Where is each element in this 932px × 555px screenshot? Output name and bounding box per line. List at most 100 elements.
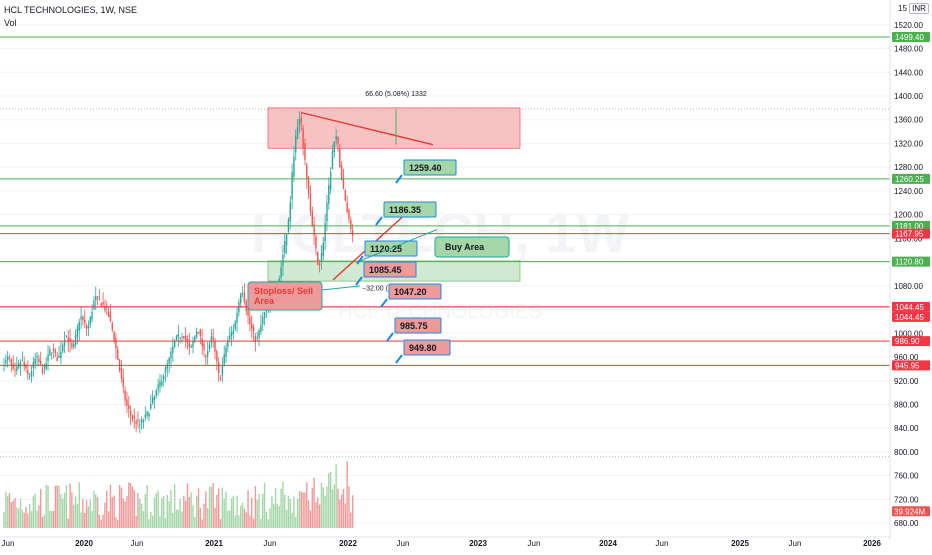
volume-bar (322, 487, 324, 528)
callout-box (403, 159, 457, 176)
candle-body (166, 363, 169, 369)
candle-body (164, 367, 167, 373)
volume-bar (155, 492, 158, 528)
candle-body (217, 362, 220, 374)
buy-area-pointer (359, 229, 438, 262)
candle-body (126, 399, 128, 407)
volume-bar (300, 491, 302, 528)
volume-bar (306, 482, 308, 528)
level-badge (892, 173, 930, 184)
volume-bar (54, 486, 57, 528)
volume-bar (296, 498, 299, 528)
candle-body (236, 312, 238, 324)
candle-body (227, 340, 229, 347)
level-badge (892, 32, 930, 43)
price-tick-label: 1400.00 (894, 92, 923, 101)
volume-bar (102, 514, 104, 528)
volume-bar (5, 491, 7, 528)
candle-body (317, 252, 319, 265)
candle-body (62, 344, 64, 352)
candle-body (173, 340, 176, 348)
candle-body (67, 337, 69, 343)
volume-bar (216, 494, 218, 528)
currency-label: INR (909, 3, 929, 14)
volume-bar (206, 507, 209, 528)
candle-body (263, 312, 266, 318)
level-badge-label: 1499.40 (895, 33, 924, 42)
candle-body (41, 368, 44, 373)
candle-body (315, 236, 317, 248)
volume-bar (221, 487, 224, 528)
volume-bar (122, 498, 124, 528)
volume-bar (282, 481, 284, 528)
candle-body (159, 381, 161, 387)
candle-body (131, 415, 134, 419)
candle-body (311, 211, 313, 226)
volume-bar (60, 494, 62, 528)
vol-label: Vol (4, 18, 17, 28)
volume-bar (335, 464, 337, 528)
volume-bar (267, 519, 269, 528)
time-tick-label: 2021 (205, 539, 223, 548)
price-tick-label: 880.00 (894, 400, 919, 409)
candle-body (184, 335, 187, 341)
volume-bar (197, 488, 200, 528)
volume-bar (232, 495, 235, 528)
candle-body (183, 336, 185, 339)
volume-bar (6, 495, 9, 528)
callout-pointer (375, 216, 383, 226)
candle-body (52, 348, 55, 351)
level-badge-label: 1044.45 (895, 313, 924, 322)
time-tick-label: Jun (789, 539, 802, 548)
candle-body (225, 347, 227, 357)
candle-body (252, 326, 255, 332)
candle-body (177, 334, 180, 337)
candle-body (19, 362, 22, 366)
candle-body (76, 327, 79, 337)
time-tick-label: Jun (131, 539, 144, 548)
candle-body (240, 293, 242, 304)
candle-body (296, 127, 299, 139)
candle-body (162, 375, 165, 380)
candle-body (346, 202, 348, 212)
volume-bar (74, 496, 77, 528)
volume-bar (309, 510, 312, 528)
candle-body (16, 366, 18, 371)
volume-badge-label: 39.924M (894, 507, 925, 516)
candle-body (258, 330, 260, 338)
candle-body (181, 336, 183, 338)
volume-bar (340, 494, 343, 528)
volume-bar (16, 507, 18, 528)
candle-body (201, 338, 203, 347)
volume-bar (135, 516, 137, 528)
volume-bar (82, 498, 84, 528)
volume-bar (265, 511, 268, 528)
level-badge (892, 301, 930, 312)
callout-pointer (355, 276, 363, 286)
volume-bar (350, 512, 352, 528)
volume-bar (161, 497, 163, 528)
candle-body (208, 344, 211, 350)
candle-body (284, 241, 286, 254)
currency-button[interactable]: 15 INR (898, 3, 929, 14)
volume-bar (320, 482, 323, 528)
level-badge-label: 1181.00 (895, 222, 924, 231)
volume-bar (328, 473, 330, 528)
volume-bar (40, 488, 42, 528)
candle-body (333, 141, 335, 153)
candle-body (241, 293, 244, 294)
volume-bar (234, 515, 236, 528)
level-badge-label: 986.90 (895, 337, 920, 346)
candle-body (80, 316, 82, 320)
volume-bar (3, 511, 5, 528)
volume-bar (291, 512, 293, 528)
volume-bar (36, 510, 38, 528)
volume-bar (351, 495, 354, 528)
candle-body (280, 267, 282, 278)
volume-bar (144, 494, 146, 528)
candle-body (175, 335, 178, 340)
volume-bar (96, 497, 99, 528)
candles (3, 111, 354, 434)
price-tick-label: 840.00 (894, 424, 919, 433)
